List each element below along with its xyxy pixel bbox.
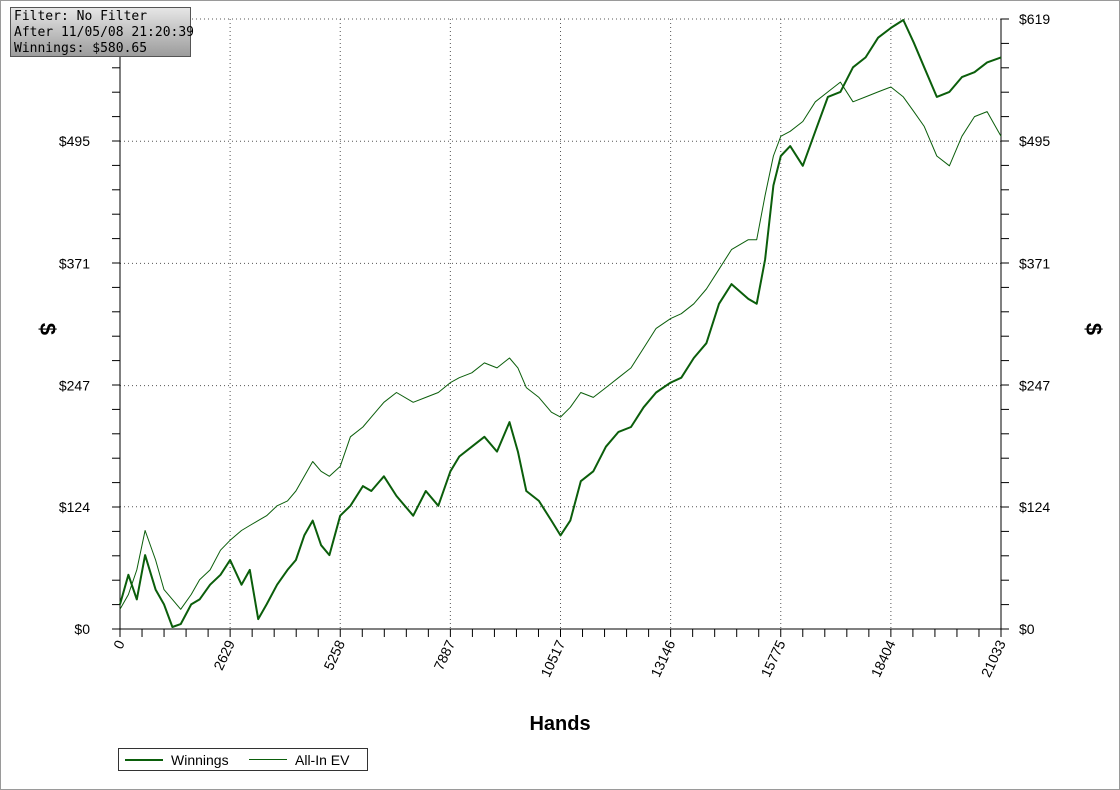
- x-tick-label: 5258: [320, 637, 348, 672]
- y-tick-label-left: $371: [59, 255, 90, 271]
- y-axis-title-left: $: [35, 323, 60, 335]
- filter-text: Filter: No Filter: [14, 9, 148, 24]
- y-tick-label-right: $619: [1019, 11, 1050, 27]
- grid-lines: [120, 18, 1001, 629]
- y-tick-label-left: $124: [59, 499, 90, 515]
- legend-swatch-allin-ev: [249, 759, 287, 760]
- y-axis-title-right: $: [1081, 323, 1106, 335]
- legend-label-allin-ev: All-In EV: [295, 752, 350, 768]
- series-line-winnings: [119, 19, 1002, 628]
- series-lines: [119, 19, 1002, 628]
- y-tick-label-right: $124: [1019, 499, 1050, 515]
- legend: Winnings All-In EV: [118, 748, 368, 771]
- tick-labels: $0 $0 $124 $124 $247 $247 $371 $371 $495 $495 $619…: [59, 11, 1051, 680]
- x-tick-label: 15775: [758, 637, 789, 679]
- y-tick-label-left: $247: [59, 378, 90, 394]
- x-tick-label: 10517: [537, 637, 568, 679]
- y-tick-label-right: $495: [1019, 133, 1050, 149]
- y-tick-label-right: $371: [1019, 255, 1050, 271]
- ticks: [112, 18, 1009, 637]
- y-tick-label-left: $0: [74, 621, 90, 637]
- x-tick-label: 13146: [647, 637, 678, 679]
- legend-label-winnings: Winnings: [171, 752, 229, 768]
- y-tick-label-left: $495: [59, 133, 90, 149]
- x-tick-label: 18404: [868, 637, 899, 679]
- y-tick-label-right: $0: [1019, 621, 1035, 637]
- x-tick-label: 0: [110, 637, 128, 651]
- x-tick-label: 2629: [210, 637, 238, 672]
- filter-info-box: Filter: No Filter After 11/05/08 21:20:3…: [10, 7, 195, 57]
- x-tick-label: 21033: [978, 637, 1009, 679]
- winnings-text: Winnings: $580.65: [14, 41, 148, 56]
- x-tick-label: 7887: [430, 637, 458, 672]
- series-line-all-in-ev: [119, 81, 1002, 610]
- legend-swatch-winnings: [125, 759, 163, 761]
- date-text: After 11/05/08 21:20:39: [14, 25, 195, 40]
- x-axis-title: Hands: [529, 713, 590, 735]
- y-tick-label-right: $247: [1019, 378, 1050, 394]
